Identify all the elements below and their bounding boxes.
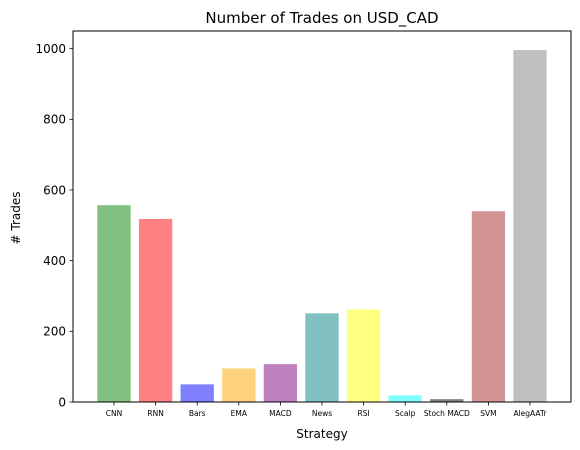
- x-tick-label: MACD: [269, 409, 292, 418]
- y-ticks-group: 0 200 400 600 800 1000: [35, 42, 73, 409]
- x-tick-label: Scalp: [395, 409, 416, 418]
- plot-frame: [72, 30, 572, 403]
- bars-group: [97, 50, 547, 403]
- bar-news: [305, 313, 339, 402]
- y-axis-label: # Trades: [9, 192, 23, 245]
- bar-svm: [471, 211, 506, 402]
- y-tick-label: 1000: [35, 42, 66, 56]
- x-tick-label: RSI: [358, 409, 370, 418]
- y-tick-label: 200: [43, 325, 66, 339]
- x-axis-label: Strategy: [296, 427, 347, 441]
- bar-cnn: [97, 205, 131, 402]
- chart-title: Number of Trades on USD_CAD: [205, 9, 438, 28]
- x-tick-label: RNN: [147, 409, 163, 418]
- bar-ema: [222, 368, 256, 402]
- x-tick-label: Stoch MACD: [424, 409, 470, 418]
- y-tick-label: 0: [58, 395, 66, 409]
- y-tick-label: 800: [43, 113, 66, 127]
- x-tick-label: SVM: [480, 409, 496, 418]
- bar-rsi: [346, 309, 381, 402]
- y-tick-label: 400: [43, 254, 66, 268]
- bar-alegaatr: [513, 50, 547, 403]
- x-tick-label: EMA: [231, 409, 248, 418]
- bar-stoch-macd: [430, 399, 464, 402]
- x-tick-label: CNN: [106, 409, 122, 418]
- y-tick-label: 600: [43, 183, 66, 197]
- x-tick-label: AlegAATr: [513, 409, 547, 418]
- bar-scalp: [388, 395, 422, 402]
- bar-macd: [263, 364, 298, 402]
- bar-bars: [180, 384, 214, 402]
- x-tick-label: Bars: [189, 409, 206, 418]
- x-tick-label: News: [312, 409, 332, 418]
- x-ticks-group: CNN RNN Bars EMA MACD News RSI Scalp Stoch MACD S…: [106, 402, 547, 418]
- bar-rnn: [138, 218, 173, 402]
